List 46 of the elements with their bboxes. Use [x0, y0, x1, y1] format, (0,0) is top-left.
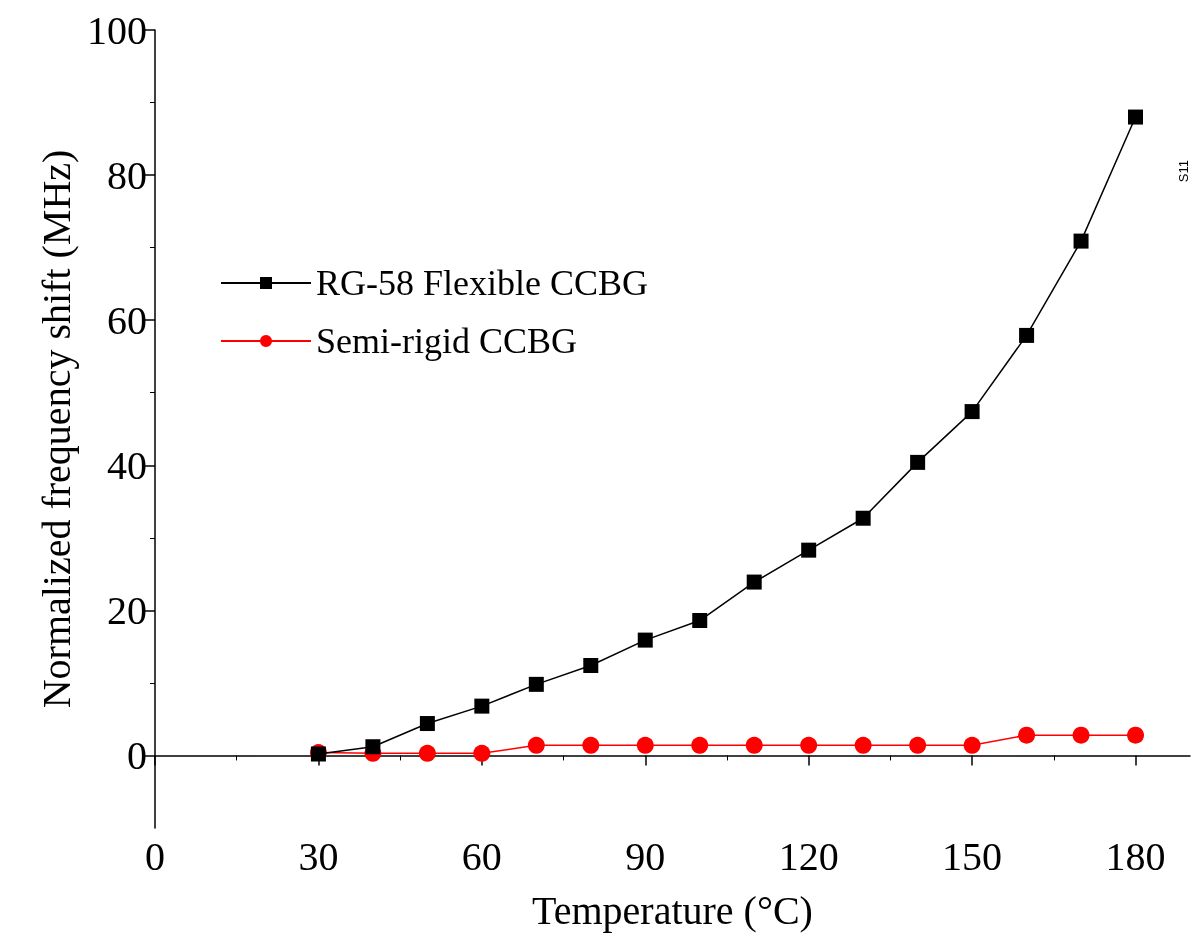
y-tick-label: 20	[107, 587, 147, 633]
point	[1127, 726, 1145, 744]
x-tick-label: 120	[778, 833, 839, 879]
x-tick-label: 30	[298, 833, 339, 879]
point	[474, 698, 490, 714]
point	[692, 613, 708, 629]
point	[419, 716, 435, 732]
point	[583, 658, 599, 673]
point	[964, 404, 980, 420]
point	[365, 739, 381, 755]
point	[527, 736, 545, 754]
point	[473, 744, 491, 762]
annotation: S11	[1176, 159, 1191, 183]
x-tick-label: 150	[942, 833, 1003, 879]
y-tick-label: 100	[87, 7, 147, 53]
point	[963, 736, 981, 754]
y-tick-label: 60	[107, 297, 147, 343]
y-tick-label: 40	[107, 442, 147, 488]
point	[691, 736, 709, 754]
point	[910, 454, 926, 470]
point	[746, 574, 762, 590]
legend-label: Semi-rigid CCBG	[316, 321, 578, 361]
y-axis-title: Normalized frequency shift (MHz)	[33, 149, 79, 709]
point	[1019, 327, 1035, 343]
point	[582, 736, 600, 754]
point	[1018, 726, 1036, 744]
point	[854, 736, 872, 754]
point	[1073, 233, 1089, 249]
point	[855, 510, 871, 526]
point	[800, 736, 818, 754]
point	[528, 676, 544, 692]
point	[909, 736, 927, 754]
y-tick-label: 0	[127, 732, 147, 778]
point	[801, 542, 817, 558]
point	[745, 736, 763, 754]
point	[636, 736, 654, 754]
point	[418, 744, 436, 762]
x-tick-label: 60	[461, 833, 502, 879]
x-axis-title: Temperature (°C)	[532, 887, 813, 933]
point	[637, 632, 653, 648]
y-tick-label: 80	[107, 152, 147, 198]
legend-label: RG-58 Flexible CCBG	[316, 263, 649, 303]
x-tick-label: 180	[1105, 833, 1166, 879]
point	[1072, 726, 1090, 744]
point	[1128, 109, 1144, 125]
x-tick-label: 90	[625, 833, 666, 879]
